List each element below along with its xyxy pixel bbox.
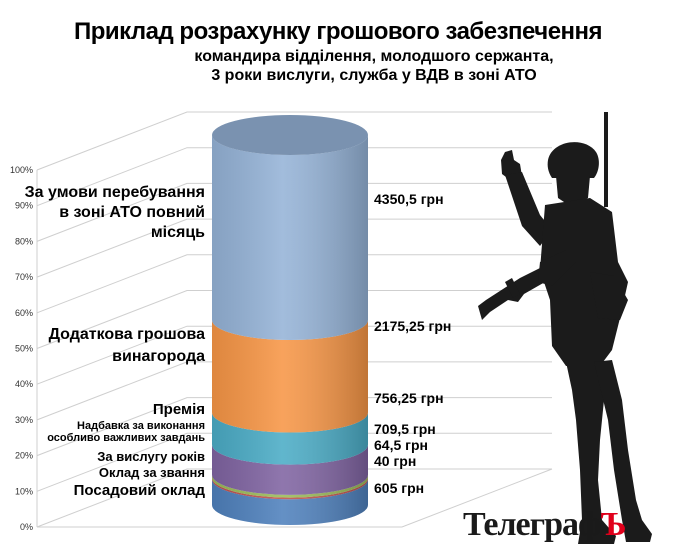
y-tick-label: 70% bbox=[15, 272, 33, 282]
y-tick-label: 50% bbox=[15, 344, 33, 354]
logo-hard-sign: Ъ bbox=[600, 506, 627, 543]
cylinder-top-cap bbox=[212, 115, 368, 155]
value-label: 756,25 грн bbox=[374, 390, 444, 406]
logo-text: Телеграф bbox=[463, 506, 602, 543]
stacked-cylinder bbox=[212, 115, 368, 525]
category-label: Премія bbox=[153, 401, 205, 418]
y-tick-label: 100% bbox=[10, 165, 33, 175]
y-tick-label: 30% bbox=[15, 415, 33, 425]
gridline bbox=[36, 147, 552, 207]
cylinder-segment-shade bbox=[212, 479, 368, 525]
value-label: 605 грн bbox=[374, 480, 424, 496]
gridline bbox=[36, 290, 552, 349]
cylinder-top-cap-shade bbox=[212, 115, 368, 155]
gridline bbox=[36, 397, 552, 457]
y-tick-label: 80% bbox=[15, 236, 33, 246]
gridline bbox=[36, 254, 552, 314]
y-tick-label: 20% bbox=[15, 451, 33, 461]
chart-title-line-2: командира відділення, молодшого сержанта… bbox=[194, 48, 554, 65]
value-label: 4350,5 грн bbox=[374, 191, 444, 207]
soldier-silhouette bbox=[478, 112, 652, 544]
chart-floor bbox=[37, 468, 553, 528]
gridlines bbox=[36, 111, 553, 528]
gridline bbox=[36, 218, 552, 278]
gridline bbox=[36, 432, 552, 492]
cylinder-segment-shade bbox=[212, 444, 368, 495]
chart-title-line-1: Приклад розрахунку грошового забезпеченн… bbox=[73, 18, 603, 45]
chart-title-line-3: 3 роки вислуги, служба у ВДВ в зоні АТО bbox=[211, 67, 537, 84]
gridline bbox=[36, 361, 552, 421]
telegraf-logo: ТелеграфЪ bbox=[463, 506, 627, 544]
gridline bbox=[36, 325, 552, 385]
value-label: 64,5 грн bbox=[374, 437, 428, 453]
y-tick-label: 10% bbox=[15, 486, 33, 496]
gridline bbox=[36, 111, 552, 171]
gridline bbox=[36, 182, 552, 242]
y-tick-label: 0% bbox=[20, 522, 33, 532]
value-label: 2175,25 грн bbox=[374, 318, 451, 334]
y-tick-label: 90% bbox=[15, 201, 33, 211]
category-label: Оклад за звання bbox=[99, 465, 205, 480]
category-label: Надбавка за виконання особливо важливих з… bbox=[47, 420, 205, 444]
category-label: За вислугу років bbox=[97, 449, 205, 464]
category-label: Посадовий оклад bbox=[74, 482, 206, 499]
value-label: 40 грн bbox=[374, 453, 416, 469]
value-label: 709,5 грн bbox=[374, 421, 436, 437]
y-tick-label: 60% bbox=[15, 308, 33, 318]
cylinder-segment-shade bbox=[212, 320, 368, 433]
gridline bbox=[36, 468, 552, 528]
cylinder-segment-shade bbox=[212, 412, 368, 465]
category-label: За умови перебування в зоні АТО повний міс… bbox=[25, 184, 206, 241]
cylinder-segment-shade bbox=[212, 135, 368, 340]
y-axis-ticks: 0% 10% 20% 30% 40% 50% 60% 70% 80% 90% 100% bbox=[10, 165, 33, 532]
category-label: Додаткова грошова винагорода bbox=[49, 326, 206, 365]
y-tick-label: 40% bbox=[15, 379, 33, 389]
